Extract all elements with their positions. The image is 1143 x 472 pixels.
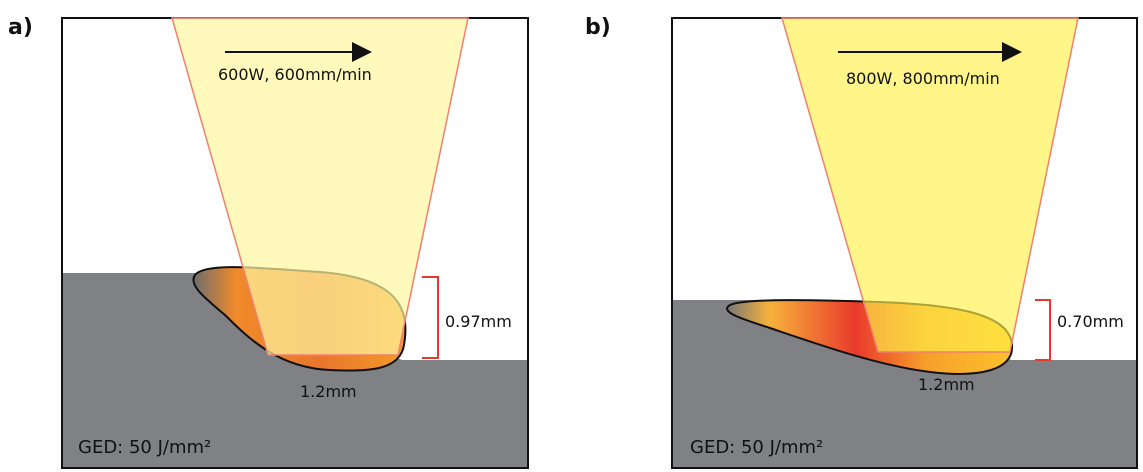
depth-label: 0.70mm bbox=[1057, 312, 1124, 331]
width-label: 1.2mm bbox=[300, 382, 357, 401]
panel-b: b) 800W, 800mm/min 0.70mm 1.2mm GED: 50 … bbox=[585, 15, 1137, 468]
ged-label: GED: 50 J/mm² bbox=[78, 437, 211, 458]
width-label: 1.2mm bbox=[918, 375, 975, 394]
figure: a) 600W, 600mm/min 0.97mm 1.2mm GED: 50 … bbox=[0, 0, 1143, 472]
panel-label: b) bbox=[585, 15, 611, 40]
process-label: 800W, 800mm/min bbox=[846, 69, 1000, 88]
page: {"panels": [ {"label": "a)", "process": … bbox=[0, 0, 1143, 472]
ged-label: GED: 50 J/mm² bbox=[690, 437, 823, 458]
panel-label: a) bbox=[8, 15, 33, 40]
process-label: 600W, 600mm/min bbox=[218, 65, 372, 84]
depth-label: 0.97mm bbox=[445, 312, 512, 331]
panel-a: a) 600W, 600mm/min 0.97mm 1.2mm GED: 50 … bbox=[8, 15, 528, 468]
